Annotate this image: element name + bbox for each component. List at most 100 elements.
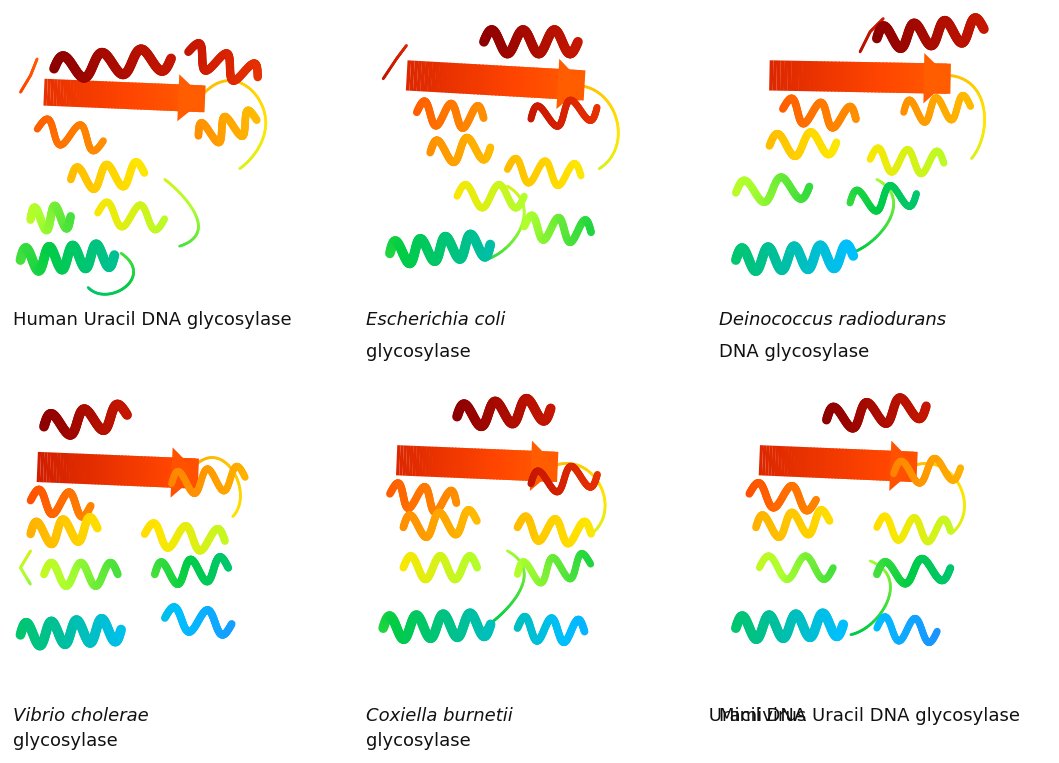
Polygon shape [198, 85, 205, 112]
Polygon shape [59, 79, 65, 106]
Polygon shape [889, 63, 896, 93]
Polygon shape [885, 450, 892, 481]
Polygon shape [140, 456, 146, 487]
Polygon shape [105, 82, 110, 108]
Polygon shape [549, 69, 556, 99]
Text: glycosylase: glycosylase [366, 343, 470, 362]
Polygon shape [59, 452, 65, 483]
Polygon shape [544, 452, 552, 481]
Polygon shape [509, 66, 517, 97]
Polygon shape [548, 452, 555, 482]
Polygon shape [182, 85, 190, 111]
Polygon shape [771, 446, 776, 476]
Polygon shape [765, 446, 770, 476]
Polygon shape [166, 84, 173, 111]
Polygon shape [830, 61, 837, 92]
Polygon shape [470, 64, 477, 95]
Polygon shape [780, 446, 786, 476]
Polygon shape [825, 448, 830, 478]
Polygon shape [784, 446, 789, 477]
Polygon shape [406, 60, 411, 91]
Polygon shape [47, 79, 51, 106]
Polygon shape [838, 449, 844, 479]
Polygon shape [172, 458, 179, 488]
Polygon shape [455, 63, 462, 94]
Polygon shape [863, 449, 869, 480]
Polygon shape [824, 61, 829, 92]
Polygon shape [108, 455, 113, 485]
Polygon shape [528, 451, 535, 481]
Polygon shape [454, 448, 460, 478]
Polygon shape [118, 82, 124, 109]
Text: Escherichia coli: Escherichia coli [366, 311, 505, 330]
Polygon shape [86, 81, 90, 108]
Polygon shape [535, 451, 542, 481]
Polygon shape [53, 79, 57, 106]
Polygon shape [75, 453, 80, 484]
Polygon shape [146, 83, 152, 110]
Polygon shape [486, 449, 492, 479]
Polygon shape [192, 459, 199, 489]
Polygon shape [457, 448, 463, 478]
Polygon shape [152, 83, 160, 111]
Polygon shape [900, 63, 907, 93]
Polygon shape [520, 66, 527, 97]
Polygon shape [124, 456, 130, 486]
Polygon shape [849, 62, 855, 92]
Polygon shape [838, 62, 844, 92]
Polygon shape [889, 451, 895, 481]
Polygon shape [105, 455, 110, 485]
Polygon shape [418, 446, 424, 476]
Polygon shape [481, 65, 487, 95]
Polygon shape [784, 60, 788, 91]
Polygon shape [776, 60, 780, 91]
Polygon shape [841, 449, 847, 479]
Polygon shape [169, 84, 176, 111]
Polygon shape [467, 448, 472, 478]
Polygon shape [854, 449, 860, 480]
Polygon shape [860, 449, 866, 480]
Polygon shape [72, 80, 77, 107]
Polygon shape [127, 456, 133, 486]
Polygon shape [532, 451, 539, 481]
Polygon shape [876, 450, 882, 481]
Polygon shape [448, 447, 453, 478]
Polygon shape [185, 458, 193, 488]
Polygon shape [179, 458, 185, 488]
Polygon shape [907, 63, 914, 93]
Polygon shape [140, 82, 146, 110]
Polygon shape [108, 82, 113, 108]
Polygon shape [133, 456, 140, 486]
Polygon shape [921, 63, 929, 93]
Polygon shape [798, 61, 803, 91]
Polygon shape [62, 453, 68, 483]
Polygon shape [424, 61, 429, 92]
Polygon shape [427, 62, 433, 92]
Polygon shape [911, 63, 917, 93]
Polygon shape [892, 451, 898, 481]
Polygon shape [932, 63, 939, 94]
Polygon shape [89, 81, 94, 108]
Polygon shape [896, 63, 903, 93]
Polygon shape [82, 454, 87, 484]
Polygon shape [406, 446, 410, 476]
Polygon shape [473, 449, 480, 478]
Polygon shape [47, 452, 51, 482]
Polygon shape [502, 449, 509, 480]
Polygon shape [863, 62, 869, 92]
Polygon shape [121, 456, 127, 486]
Polygon shape [40, 452, 44, 482]
Polygon shape [416, 61, 421, 92]
Polygon shape [516, 66, 524, 97]
Polygon shape [773, 60, 777, 91]
Polygon shape [794, 61, 800, 91]
Polygon shape [803, 447, 808, 478]
Polygon shape [149, 83, 157, 110]
Polygon shape [787, 60, 792, 91]
Polygon shape [544, 68, 553, 98]
Text: Human Uracil DNA glycosylase: Human Uracil DNA glycosylase [14, 311, 292, 330]
Polygon shape [452, 63, 459, 93]
Polygon shape [570, 69, 578, 100]
Polygon shape [438, 447, 444, 477]
Polygon shape [72, 453, 77, 484]
